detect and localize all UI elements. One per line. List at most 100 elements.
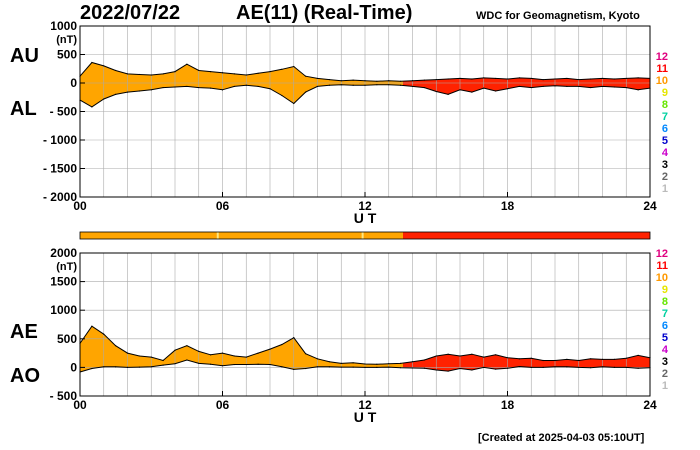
activity-region-1 [80, 326, 403, 372]
y-tick-label: - 1500 [43, 162, 77, 176]
series-ao-point [245, 363, 247, 366]
series-au-point [554, 78, 556, 80]
series-al-point [126, 91, 129, 93]
status-mark-1 [216, 232, 219, 239]
created-timestamp: [Created at 2025-04-03 05:10UT] [478, 432, 645, 444]
index-title: AE(11) (Real-Time) [236, 2, 413, 24]
series-ae-point [293, 337, 295, 339]
y-axis-label: (nT) [56, 261, 77, 273]
series-au-point [400, 80, 402, 82]
series-ae-point [340, 362, 342, 364]
series-ao-point [506, 367, 509, 369]
series-ao-point [126, 366, 129, 368]
series-au-point [150, 74, 152, 76]
status-segment-1 [80, 232, 403, 239]
legend-level-10: 10 [656, 272, 668, 284]
series-ae-point [305, 353, 307, 355]
series-ao-point [257, 363, 259, 365]
series-ao-point [388, 366, 390, 368]
series-al-point [578, 85, 580, 88]
series-ae-point [138, 355, 140, 357]
y-tick-label: - 500 [50, 389, 78, 403]
series-ao-point [328, 366, 330, 368]
series-ae-point [435, 355, 437, 357]
series-al-point [518, 85, 520, 88]
series-ao-point [174, 363, 176, 365]
series-ae-point [613, 358, 615, 360]
series-ae-point [174, 349, 176, 351]
series-au-point [601, 77, 604, 80]
series-label-au: AU [10, 45, 39, 67]
series-al-point [423, 86, 425, 89]
series-al-point [530, 86, 532, 89]
series-ae-point [495, 354, 497, 356]
status-segment-2 [403, 232, 650, 239]
series-ae-point [257, 352, 259, 354]
source-label: WDC for Geomagnetism, Kyoto [476, 10, 640, 22]
legend-level-4: 4 [662, 344, 669, 356]
series-au-point [376, 80, 378, 82]
series-ao-point [138, 366, 140, 368]
series-ae-point [601, 358, 604, 360]
series-ae-point [554, 359, 556, 362]
series-ae-point [221, 352, 224, 354]
series-au-point [352, 79, 354, 81]
series-al-point [364, 84, 366, 86]
series-ao-point [352, 366, 354, 368]
x-axis-label: U T [354, 409, 377, 425]
series-al-point [435, 90, 437, 93]
series-ao-point [601, 366, 604, 368]
series-ae-point [530, 357, 532, 359]
panel-2 [79, 252, 651, 397]
series-ao-point [495, 368, 497, 370]
series-al-point [245, 84, 247, 86]
legend-level-5: 5 [662, 135, 668, 147]
legend-level-9: 9 [662, 87, 668, 99]
series-ao-point [613, 366, 615, 368]
y-tick-label: - 500 [50, 105, 78, 119]
series-ae-point [566, 358, 568, 360]
series-ae-point [506, 357, 509, 359]
series-ao-point [530, 366, 532, 368]
series-al-point [411, 85, 414, 88]
x-tick-label: 12 [358, 398, 372, 412]
series-ao-point [198, 362, 200, 364]
series-au-point [388, 80, 390, 82]
y-tick-label: 1000 [50, 19, 77, 33]
series-ao-point [269, 363, 271, 366]
series-al-point [210, 87, 212, 89]
series-ao-point [162, 364, 164, 366]
series-au-point [340, 80, 342, 82]
series-ao-point [590, 367, 592, 369]
series-ao-point [340, 366, 342, 368]
series-au-point [174, 71, 176, 73]
series-ae-point [459, 355, 461, 357]
series-au-point [506, 78, 509, 80]
series-au-point [411, 80, 414, 82]
series-au-point [103, 65, 105, 67]
x-tick-label: 06 [216, 398, 230, 412]
legend-level-12: 12 [656, 248, 668, 260]
series-au-point [518, 77, 520, 79]
series-al-point [542, 85, 544, 88]
series-ao-point [435, 369, 437, 371]
series-ao-point [566, 366, 568, 368]
legend-level-2: 2 [662, 368, 668, 380]
series-ao-point [578, 366, 580, 368]
series-ao-point [305, 367, 307, 370]
series-au-point [364, 80, 366, 82]
series-ae-point [352, 362, 354, 364]
series-ae-point [162, 359, 164, 362]
series-al-point [601, 85, 604, 88]
series-ae-point [115, 345, 117, 347]
x-axis-label: U T [354, 210, 377, 226]
series-ae-point [186, 345, 188, 347]
series-ao-point [210, 363, 212, 365]
x-tick-label: 18 [501, 199, 515, 213]
series-au-point [210, 71, 212, 73]
series-au-point [138, 73, 140, 76]
series-al-point [352, 84, 354, 86]
legend-level-11: 11 [656, 260, 668, 272]
series-al-point [447, 93, 449, 95]
